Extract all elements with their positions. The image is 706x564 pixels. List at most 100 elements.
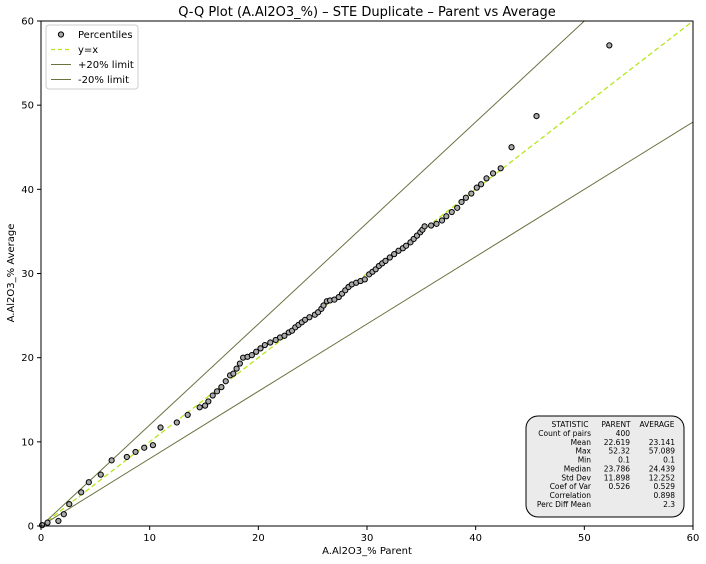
x-tick-label: 20	[252, 533, 265, 544]
percentile-point	[66, 501, 73, 508]
percentile-point	[361, 276, 368, 283]
stats-cell: 0.1	[618, 456, 630, 465]
stats-row-label: Count of pairs	[538, 429, 591, 438]
percentile-point	[448, 208, 455, 216]
percentile-point	[391, 251, 398, 258]
percentile-point	[497, 165, 504, 172]
percentile-point	[123, 453, 130, 461]
percentile-point	[438, 217, 446, 224]
percentile-point	[508, 144, 515, 151]
percentile-point	[533, 113, 540, 120]
stats-cell: 12.252	[649, 473, 675, 482]
percentile-point	[320, 302, 327, 309]
stats-header: PARENT	[601, 420, 631, 429]
percentile-point	[44, 519, 51, 526]
percentile-point	[306, 314, 313, 321]
percentile-point	[382, 257, 389, 264]
x-axis-label: A.Al2O3_% Parent	[322, 546, 412, 557]
percentile-point	[236, 360, 243, 367]
percentile-point	[433, 220, 440, 227]
y-tick-label: 40	[21, 185, 34, 196]
stats-cell: 0.898	[654, 491, 676, 500]
percentile-point	[233, 365, 240, 372]
percentile-point	[261, 341, 268, 349]
stats-row-label: Min	[578, 456, 592, 465]
percentile-point	[38, 522, 46, 529]
percentile-point	[386, 254, 393, 261]
stats-table: STATISTIC PARENT AVERAGE Count of pairs 400 M…	[537, 420, 675, 509]
percentile-point	[222, 378, 229, 385]
percentile-point	[421, 223, 428, 230]
percentile-point	[489, 170, 497, 177]
stats-box: STATISTIC PARENT AVERAGE Count of pairs 400 M…	[525, 415, 685, 518]
stats-cell: 400	[616, 429, 631, 438]
stats-cell: 22.619	[604, 438, 630, 447]
percentile-point	[173, 419, 180, 426]
stats-cell: 24.439	[649, 464, 675, 473]
percentile-point	[149, 442, 157, 449]
stats-cell: 23.141	[649, 438, 675, 447]
percentile-point	[184, 411, 191, 418]
percentile-point	[253, 348, 260, 355]
stats-row-label: Std Dev	[561, 473, 591, 482]
chart-title: Q-Q Plot (A.Al2O3_%) – STE Duplicate – P…	[178, 5, 556, 20]
stats-cell: 2.3	[663, 500, 675, 509]
percentile-point	[606, 42, 613, 49]
percentile-point	[248, 352, 255, 359]
stats-row-label: Mean	[571, 438, 592, 447]
percentile-point	[196, 404, 203, 411]
legend-label-percentiles: Percentiles	[78, 30, 133, 41]
y-tick-label: 60	[21, 17, 34, 28]
percentile-point	[85, 479, 92, 486]
stats-cell: 52.32	[609, 447, 631, 456]
minus20-limit-line	[41, 121, 693, 526]
y-tick-label: 50	[21, 101, 34, 112]
percentile-point	[281, 332, 288, 339]
percentile-point	[132, 448, 139, 456]
stats-row-label: Perc Diff Mean	[537, 500, 591, 509]
percentile-point	[60, 511, 67, 518]
percentile-point	[213, 388, 221, 395]
legend: Percentiles y=x +20% limit -20% limit	[45, 24, 139, 90]
stats-header: AVERAGE	[640, 420, 675, 429]
percentile-point	[403, 242, 410, 249]
percentile-point	[209, 392, 216, 399]
stats-row-label: Coef of Var	[550, 482, 592, 491]
stats-cell: 0.526	[609, 482, 631, 491]
stats-cell: 57.089	[649, 447, 675, 456]
percentile-point	[443, 213, 450, 220]
x-tick-label: 30	[361, 533, 374, 544]
y-axis-ticks: 0 10 20 30 40 50 60	[21, 17, 41, 533]
percentile-point	[478, 181, 485, 188]
percentile-point	[257, 345, 264, 352]
legend-marker-percentiles	[57, 31, 65, 38]
x-tick-label: 50	[578, 533, 591, 544]
y-tick-label: 20	[21, 353, 34, 364]
x-tick-label: 40	[469, 533, 482, 544]
legend-label-minus20: -20% limit	[78, 75, 129, 86]
x-tick-label: 10	[143, 533, 156, 544]
percentile-point	[428, 222, 435, 229]
plus20-limit-line	[41, 21, 585, 526]
percentile-point	[458, 198, 465, 206]
stats-cell: 0.529	[654, 482, 676, 491]
percentile-point	[462, 194, 469, 201]
percentile-point	[78, 489, 85, 496]
y-axis-label: A.Al2O3_% Average	[6, 224, 17, 323]
x-axis-ticks: 0 10 20 30 40 50 60	[38, 526, 700, 544]
legend-box	[45, 24, 139, 90]
stats-row-label: Max	[575, 447, 591, 456]
stats-cell: 11.898	[604, 473, 630, 482]
percentile-points	[38, 42, 613, 529]
y-tick-label: 30	[21, 269, 34, 280]
percentile-point	[97, 471, 104, 478]
percentile-point	[205, 398, 212, 405]
percentile-point	[55, 517, 62, 525]
x-tick-label: 0	[38, 533, 44, 544]
percentile-point	[201, 402, 209, 409]
legend-label-yx: y=x	[78, 45, 98, 56]
x-tick-label: 60	[687, 533, 700, 544]
stats-row-label: Correlation	[550, 491, 592, 500]
legend-label-plus20: +20% limit	[78, 60, 134, 71]
percentile-point	[483, 175, 490, 182]
